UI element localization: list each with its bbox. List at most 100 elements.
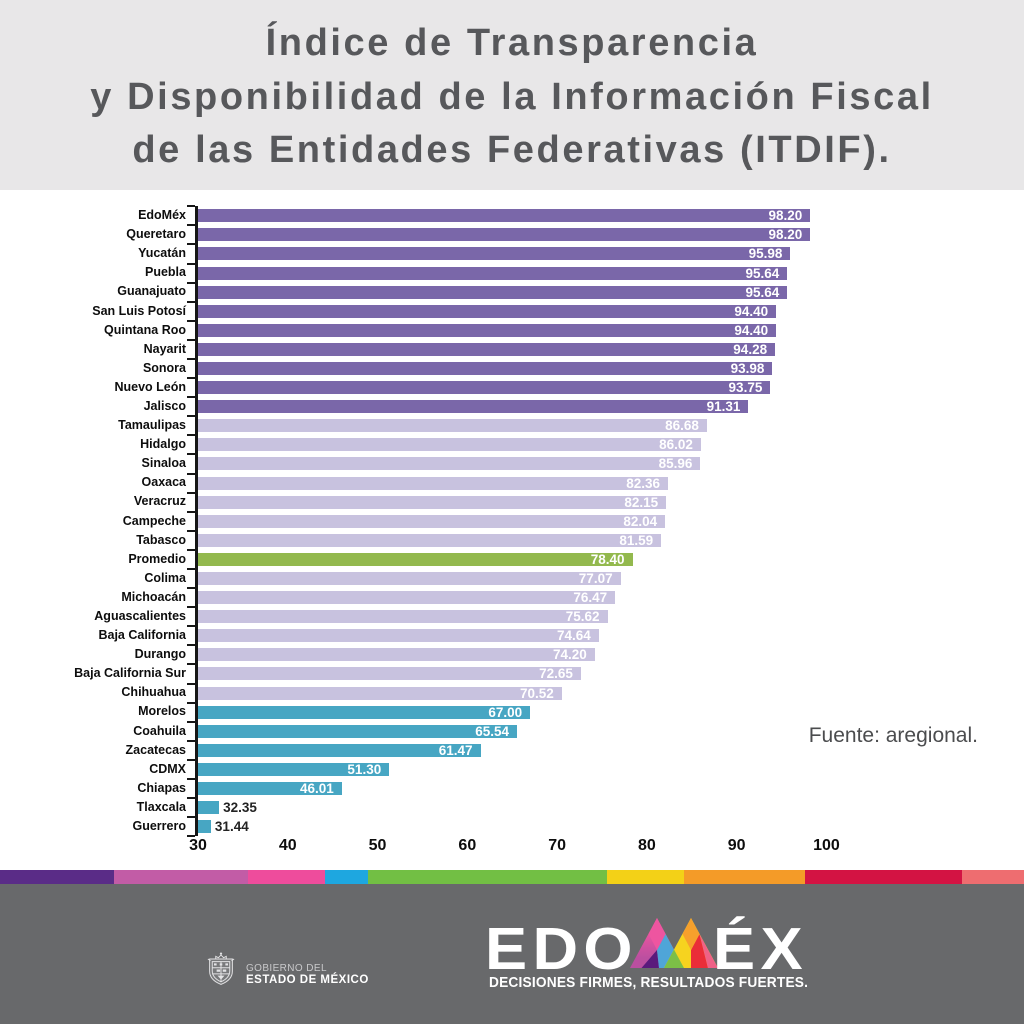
logo-m-mountains-icon — [630, 918, 718, 968]
category-label: Yucatán — [138, 246, 186, 261]
value-label: 85.96 — [658, 456, 693, 472]
page-title: Índice de Transparencia y Disponibilidad… — [0, 17, 1024, 178]
category-label: Oaxaca — [141, 475, 186, 490]
y-axis-line — [195, 206, 198, 837]
category-label: Tamaulipas — [118, 418, 186, 433]
y-axis-tick — [187, 739, 195, 742]
stripe-segment — [805, 870, 962, 884]
logo-tagline: DECISIONES FIRMES, RESULTADOS FUERTES. — [489, 974, 809, 991]
category-label: Quintana Roo — [104, 322, 186, 337]
bar — [198, 304, 777, 318]
gobierno-line2: ESTADO DE MÉXICO — [246, 973, 369, 986]
stripe-segment — [368, 870, 607, 884]
gobierno-block: GOBIERNO DEL ESTADO DE MÉXICO — [206, 952, 369, 987]
y-axis-tick — [187, 644, 195, 647]
bar — [198, 724, 518, 738]
bar — [198, 820, 211, 834]
category-label: Queretaro — [126, 227, 186, 242]
value-label: 94.40 — [734, 303, 769, 319]
stripe-segment — [325, 870, 368, 884]
y-axis-tick — [187, 625, 195, 628]
category-label: Tabasco — [136, 532, 186, 547]
value-label: 51.30 — [347, 761, 382, 777]
category-label: Zacatecas — [125, 742, 186, 757]
value-label: 95.64 — [745, 284, 780, 300]
bar — [198, 419, 707, 433]
y-axis-tick — [187, 472, 195, 475]
value-label: 82.15 — [624, 494, 659, 510]
value-label: 70.52 — [519, 685, 554, 701]
y-axis-tick — [187, 548, 195, 551]
category-label: EdoMéx — [138, 208, 186, 223]
x-tick-label: 50 — [368, 837, 387, 854]
value-label: 61.47 — [438, 742, 473, 758]
value-label: 91.31 — [706, 399, 741, 415]
bar — [198, 782, 342, 796]
source-note: Fuente: aregional. — [808, 724, 978, 747]
header-band: Índice de Transparencia y Disponibilidad… — [0, 0, 1024, 190]
value-label: 94.28 — [733, 341, 768, 357]
category-label: Nuevo León — [114, 379, 186, 394]
title-line-1: Índice de Transparencia — [265, 22, 759, 64]
y-axis-tick — [187, 319, 195, 322]
value-label: 86.68 — [665, 418, 699, 434]
edomex-logo-row: EDO — [485, 912, 819, 978]
gobierno-line1: GOBIERNO DEL — [246, 962, 327, 974]
y-axis-tick — [187, 281, 195, 284]
category-label: Guerrero — [132, 819, 187, 833]
value-label: 95.98 — [748, 246, 783, 262]
y-axis-tick — [187, 758, 195, 761]
footer-band: GOBIERNO DEL ESTADO DE MÉXICO EDO — [0, 884, 1024, 1024]
value-label: 74.20 — [553, 647, 587, 663]
y-axis-tick — [187, 491, 195, 494]
category-label: Baja California — [98, 628, 186, 643]
bar — [198, 209, 811, 223]
title-line-3: de las Entidades Federativas (ITDIF). — [132, 129, 892, 171]
value-label: 31.44 — [214, 819, 249, 835]
bar — [198, 552, 633, 566]
value-label: 93.98 — [730, 361, 765, 377]
value-label: 81.59 — [619, 532, 654, 548]
rainbow-stripe — [0, 870, 1024, 884]
y-axis-tick — [187, 663, 195, 666]
stripe-segment — [248, 870, 325, 884]
x-tick-label: 40 — [278, 837, 297, 854]
value-label: 46.01 — [299, 781, 334, 797]
value-label: 75.62 — [565, 609, 600, 625]
bar — [198, 533, 662, 547]
x-tick-label: 100 — [813, 837, 840, 854]
y-axis-tick — [187, 701, 195, 704]
coat-of-arms-icon — [207, 952, 235, 985]
logo-text-ex: ÉX — [713, 915, 808, 982]
y-axis-tick — [187, 300, 195, 303]
y-axis-tick — [187, 835, 195, 838]
bar — [198, 228, 811, 242]
category-label: Coahuila — [133, 723, 186, 738]
bar — [198, 495, 667, 509]
title-line-2: y Disponibilidad de la Información Fisca… — [90, 75, 934, 118]
bar — [198, 743, 481, 757]
category-label: Michoacán — [121, 589, 186, 604]
bar — [198, 381, 771, 395]
value-label: 65.54 — [475, 723, 510, 739]
value-label: 72.65 — [539, 666, 573, 682]
x-tick-label: 80 — [637, 837, 656, 854]
value-label: 98.20 — [768, 208, 803, 224]
value-label: 78.40 — [590, 551, 625, 567]
y-axis-tick — [187, 358, 195, 361]
value-label: 32.35 — [223, 800, 257, 816]
x-tick-label: 60 — [458, 837, 477, 854]
category-label: Colima — [144, 570, 186, 585]
value-label: 74.64 — [556, 628, 591, 644]
bar — [198, 762, 390, 776]
value-label: 76.47 — [573, 590, 608, 606]
category-label: CDMX — [149, 761, 186, 776]
y-axis-tick — [187, 224, 195, 227]
y-axis-tick — [187, 510, 195, 513]
bar — [198, 342, 776, 356]
y-axis-tick — [187, 377, 195, 380]
bar — [198, 667, 581, 681]
y-axis-tick — [187, 587, 195, 590]
bar — [198, 610, 608, 624]
stripe-segment — [607, 870, 684, 884]
